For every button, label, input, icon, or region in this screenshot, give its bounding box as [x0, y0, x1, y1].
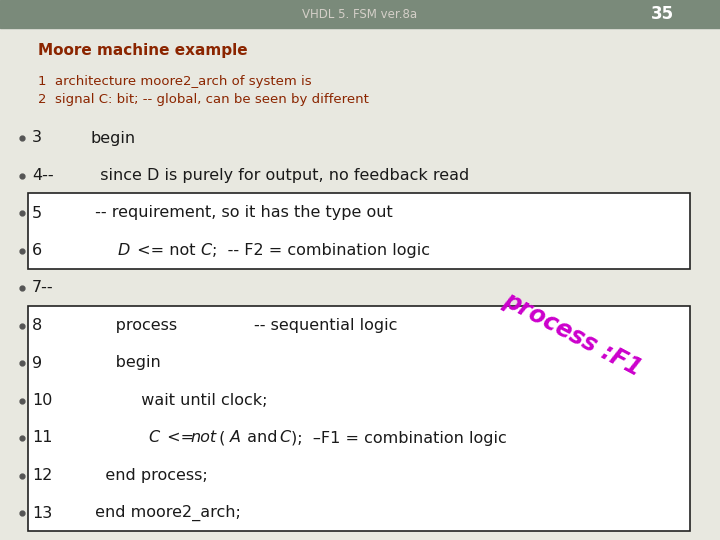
Bar [28, 306, 690, 531]
Text: (: ( [214, 430, 225, 445]
Text: 7--: 7-- [32, 280, 53, 295]
Text: ;  -- F2 = combination logic: ; -- F2 = combination logic [212, 243, 430, 258]
Text: begin: begin [90, 131, 135, 145]
Text: <=: <= [162, 430, 199, 445]
Text: 35: 35 [651, 5, 674, 23]
Text: wait until clock;: wait until clock; [90, 393, 268, 408]
Text: process               -- sequential logic: process -- sequential logic [90, 318, 397, 333]
Text: 10: 10 [32, 393, 53, 408]
Text: C: C [200, 243, 211, 258]
Text: 5: 5 [32, 206, 42, 220]
Text: 12: 12 [32, 468, 53, 483]
Text: 2  signal C: bit; -- global, can be seen by different: 2 signal C: bit; -- global, can be seen … [38, 93, 369, 106]
Text: );  –F1 = combination logic: ); –F1 = combination logic [291, 430, 507, 445]
Text: end moore2_arch;: end moore2_arch; [90, 505, 241, 521]
Text: A: A [230, 430, 241, 445]
Text: C: C [279, 430, 290, 445]
Text: 13: 13 [32, 505, 53, 521]
Text: <= not: <= not [132, 243, 201, 258]
Text: C: C [148, 430, 159, 445]
Text: 8: 8 [32, 318, 42, 333]
Text: process :F1: process :F1 [499, 288, 646, 381]
Text: Moore machine example: Moore machine example [38, 43, 248, 57]
Text: VHDL 5. FSM ver.8a: VHDL 5. FSM ver.8a [302, 8, 418, 21]
Bar [0, 0, 720, 28]
Text: begin: begin [90, 355, 161, 370]
Text: 11: 11 [32, 430, 53, 445]
Text: end process;: end process; [90, 468, 208, 483]
Bar [28, 193, 690, 268]
Text: not: not [190, 430, 216, 445]
Text: 3: 3 [32, 131, 42, 145]
Text: -- requirement, so it has the type out: -- requirement, so it has the type out [90, 206, 392, 220]
Text: 9: 9 [32, 355, 42, 370]
Text: since D is purely for output, no feedback read: since D is purely for output, no feedbac… [90, 168, 469, 183]
Text: 6: 6 [32, 243, 42, 258]
Text: D: D [118, 243, 130, 258]
Text: 1  architecture moore2_arch of system is: 1 architecture moore2_arch of system is [38, 76, 312, 89]
Text: and: and [242, 430, 283, 445]
Text: 4--: 4-- [32, 168, 53, 183]
